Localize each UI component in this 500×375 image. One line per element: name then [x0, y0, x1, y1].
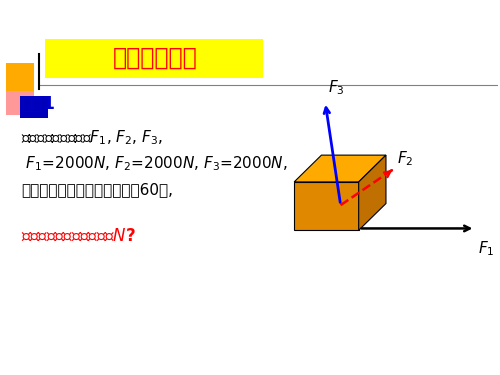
- Polygon shape: [294, 155, 386, 182]
- Text: 它们的合力的大小为多少$N$?: 它们的合力的大小为多少$N$?: [21, 227, 136, 245]
- Text: $F_3$: $F_3$: [328, 79, 344, 98]
- Text: 已知小木块分别受力$F_1$, $F_2$, $F_3$,: 已知小木块分别受力$F_1$, $F_2$, $F_3$,: [21, 128, 163, 147]
- Text: $F_1$=2000$N$, $F_2$=2000$N$, $F_3$=2000$N$,: $F_1$=2000$N$, $F_2$=2000$N$, $F_3$=2000…: [21, 154, 288, 173]
- Bar: [6, 91, 34, 115]
- Text: 一、情景引入: 一、情景引入: [113, 46, 198, 70]
- Text: 这三个力两两之间的夹角都为60度,: 这三个力两两之间的夹角都为60度,: [21, 182, 173, 197]
- Text: $F_2$: $F_2$: [398, 149, 414, 168]
- Polygon shape: [294, 182, 358, 230]
- Bar: [45, 39, 264, 78]
- Bar: [6, 63, 34, 93]
- Polygon shape: [358, 155, 386, 230]
- Text: 问题1: 问题1: [21, 95, 55, 113]
- Text: $F_1$: $F_1$: [478, 239, 494, 258]
- Bar: [20, 96, 48, 117]
